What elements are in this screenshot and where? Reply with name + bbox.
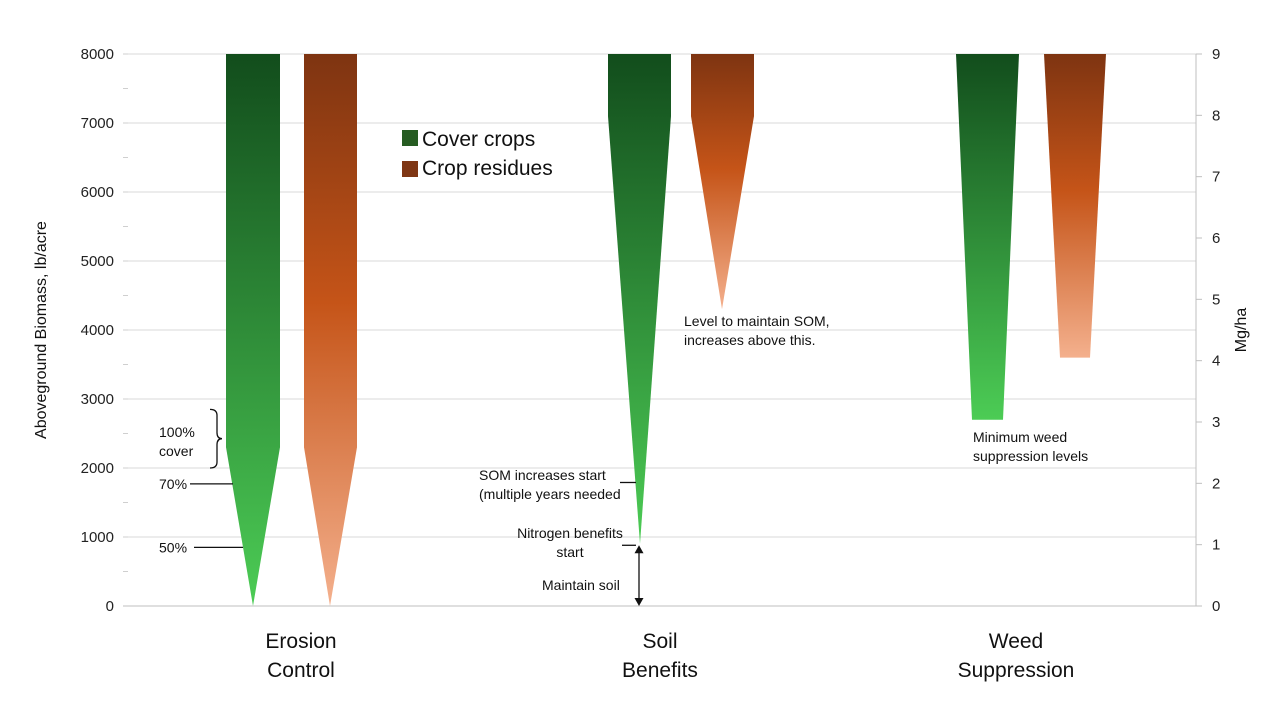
right-axis-ticks: 0 1 2 3 4 5 6 7 8 9 (1196, 46, 1220, 615)
legend-swatch-crop-residues (402, 161, 418, 177)
y-tick-label: 3000 (81, 391, 114, 408)
legend-label-crop-residues: Crop residues (422, 157, 553, 180)
annotation-erosion: 100% cover 70% 50% (159, 408, 243, 555)
y2-tick-label: 4 (1212, 353, 1220, 370)
y2-tick-label: 5 (1212, 291, 1220, 308)
annotation-weed-min-2: suppression levels (973, 448, 1088, 464)
annotation-nitrogen-1: Nitrogen benefits (517, 525, 623, 541)
y2-tick-label: 8 (1212, 107, 1220, 124)
annotation-som-maintain-2: increases above this. (684, 332, 816, 348)
shape-cover-crops-soil (608, 54, 671, 544)
annotation-som-start-1: SOM increases start (479, 467, 606, 483)
shape-crop-residues-erosion (304, 54, 357, 606)
y-tick-label: 4000 (81, 322, 114, 339)
y-tick-label: 0 (106, 598, 114, 615)
y2-axis-title: Mg/ha (1233, 308, 1250, 353)
annotation-soil: Level to maintain SOM, increases above t… (479, 313, 830, 606)
y-axis-title: Aboveground Biomass, lb/acre (33, 221, 50, 439)
y2-tick-label: 7 (1212, 169, 1220, 186)
y2-tick-label: 1 (1212, 537, 1220, 554)
maintain-soil-arrow-head-down (634, 598, 644, 606)
y2-tick-label: 2 (1212, 475, 1220, 492)
annotation-maintain-soil: Maintain soil (542, 577, 620, 593)
y2-tick-label: 6 (1212, 230, 1220, 247)
y2-tick-label: 0 (1212, 598, 1220, 615)
category-label-erosion-1: Erosion (265, 630, 336, 653)
maintain-soil-arrow-head-up (634, 545, 644, 554)
shape-crop-residues-soil (691, 54, 754, 310)
category-label-erosion-2: Control (267, 659, 335, 682)
annotation-weed: Minimum weed suppression levels (973, 429, 1088, 464)
y-tick-label: 5000 (81, 253, 114, 270)
y-tick-label: 7000 (81, 115, 114, 132)
brace-100-cover (209, 408, 223, 469)
annotation-nitrogen-2: start (556, 544, 583, 560)
left-axis-ticks: 0 1000 2000 3000 4000 5000 6000 7000 8000 (81, 46, 128, 615)
annotation-100-percent: 100% (159, 424, 195, 440)
annotation-som-maintain-1: Level to maintain SOM, (684, 313, 830, 329)
category-label-weed-1: Weed (989, 630, 1043, 653)
y2-tick-label: 3 (1212, 414, 1220, 431)
category-label-soil-2: Benefits (622, 659, 698, 682)
legend: Cover crops Crop residues (402, 128, 553, 180)
legend-swatch-cover-crops (402, 130, 418, 146)
annotation-cover: cover (159, 443, 194, 459)
shape-crop-residues-weed (1044, 54, 1106, 358)
y-tick-label: 6000 (81, 184, 114, 201)
y-tick-label: 2000 (81, 460, 114, 477)
category-label-soil-1: Soil (642, 630, 677, 653)
shape-cover-crops-erosion (226, 54, 280, 606)
annotation-50-percent: 50% (159, 539, 187, 555)
annotation-70-percent: 70% (159, 476, 187, 492)
annotation-som-start-2: (multiple years needed (479, 486, 621, 502)
shape-cover-crops-weed (956, 54, 1019, 420)
legend-label-cover-crops: Cover crops (422, 128, 535, 151)
biomass-shapes (226, 54, 1106, 606)
annotation-weed-min-1: Minimum weed (973, 429, 1067, 445)
y-tick-label: 8000 (81, 46, 114, 63)
category-label-weed-2: Suppression (958, 659, 1075, 682)
y-tick-label: 1000 (81, 529, 114, 546)
y2-tick-label: 9 (1212, 46, 1220, 63)
